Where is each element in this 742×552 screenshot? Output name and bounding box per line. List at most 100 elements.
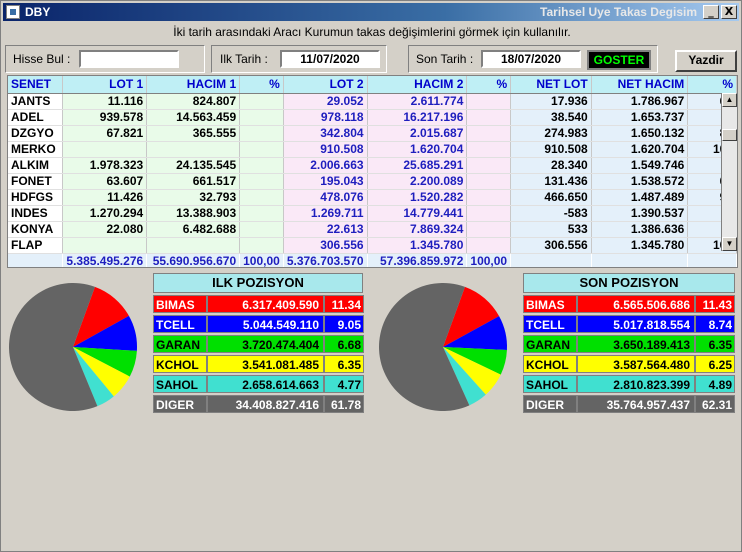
table-cell: 1.520.282: [367, 189, 468, 206]
table-cell: 22.613: [283, 221, 368, 238]
table-cell: 6.482.688: [146, 221, 241, 238]
table-row[interactable]: KONYA 22.080 6.482.688 22.613 7.869.324 533 1.…: [8, 221, 737, 238]
table-cell: 131.436: [510, 173, 592, 190]
column-header[interactable]: HACIM 1: [146, 76, 241, 94]
column-header[interactable]: NET HACIM: [591, 76, 689, 94]
total-cell: [591, 253, 689, 267]
table-row[interactable]: HDFGS 11.426 32.793 478.076 1.520.282 466.650…: [8, 189, 737, 206]
table-row[interactable]: JANTS 11.116 824.807 29.052 2.611.774 17.936 1…: [8, 93, 737, 110]
position-row: DIGER 35.764.957.437 62.31: [523, 395, 735, 413]
total-cell: 100,00: [239, 253, 284, 267]
position-percent: 61.78: [324, 395, 364, 413]
column-header[interactable]: SENET: [8, 76, 64, 94]
table-cell: [239, 157, 284, 174]
yazdir-button[interactable]: Yazdir: [675, 50, 737, 72]
table-cell: 32.793: [146, 189, 241, 206]
son-tarih-input[interactable]: 18/07/2020: [481, 50, 581, 68]
column-header[interactable]: %: [687, 76, 737, 94]
scroll-down-icon[interactable]: ▼: [722, 237, 737, 251]
scroll-thumb[interactable]: [722, 129, 737, 141]
ilk-pozisyon-title: ILK POZISYON: [153, 273, 363, 293]
table-cell: 824.807: [146, 93, 241, 110]
position-name: GARAN: [523, 335, 577, 353]
column-header[interactable]: %: [466, 76, 512, 94]
table-cell: FONET: [8, 173, 64, 190]
pie-slice-tcell: [73, 315, 137, 351]
scroll-up-icon[interactable]: ▲: [722, 93, 737, 107]
position-row: DIGER 34.408.827.416 61.78: [153, 395, 364, 413]
table-cell: 11.116: [62, 93, 148, 110]
ilk-tarih-input[interactable]: 11/07/2020: [280, 50, 380, 68]
table-cell: 1.345.780: [367, 237, 468, 254]
table-cell: [466, 157, 512, 174]
table-cell: [239, 189, 284, 206]
column-header[interactable]: %: [239, 76, 284, 94]
table-row[interactable]: INDES 1.270.294 13.388.903 1.269.711 14.779.…: [8, 205, 737, 222]
position-percent: 11.34: [324, 295, 364, 313]
table-cell: 2.006.663: [283, 157, 368, 174]
table-cell: 14.779.441: [367, 205, 468, 222]
position-value: 3.720.474.404: [207, 335, 324, 353]
position-percent: 6.35: [695, 335, 735, 353]
table-cell: [239, 205, 284, 222]
position-row: SAHOL 2.658.614.663 4.77: [153, 375, 364, 393]
position-name: KCHOL: [523, 355, 577, 373]
position-value: 35.764.957.437: [577, 395, 695, 413]
totals-row: 5.385.495.276 55.690.956.670 100,00 5.376.7…: [8, 253, 737, 267]
position-value: 34.408.827.416: [207, 395, 324, 413]
table-cell: 533: [510, 221, 592, 238]
table-cell: 1.653.737: [591, 109, 689, 126]
pie-slice-garan: [443, 347, 507, 375]
takas-data-table: SENET LOT 1 HACIM 1% LOT 2 HACIM 2% NET LOT NE…: [8, 76, 737, 267]
position-name: GARAN: [153, 335, 207, 353]
table-cell: JANTS: [8, 93, 64, 110]
table-cell: 13.388.903: [146, 205, 241, 222]
table-cell: 661.517: [146, 173, 241, 190]
hisse-input[interactable]: [79, 50, 179, 68]
ilk-tarih-group: [211, 45, 387, 73]
title-bar[interactable]: DBY Tarihsel Uye Takas Degisim _ X: [3, 3, 739, 21]
minimize-button[interactable]: _: [703, 5, 719, 19]
total-cell: [687, 253, 737, 267]
table-cell: 1.549.746: [591, 157, 689, 174]
close-button[interactable]: X: [721, 5, 737, 19]
total-cell: 5.376.703.570: [283, 253, 368, 267]
position-value: 5.017.818.554: [577, 315, 695, 333]
table-cell: 910.508: [510, 141, 592, 158]
table-cell: 17.936: [510, 93, 592, 110]
info-text: İki tarih arasındaki Aracı Kurumun takas…: [173, 25, 571, 39]
table-row[interactable]: FONET 63.607 661.517 195.043 2.200.089 131.43…: [8, 173, 737, 190]
table-cell: [466, 93, 512, 110]
position-name: KCHOL: [153, 355, 207, 373]
column-header[interactable]: HACIM 2: [367, 76, 468, 94]
column-header[interactable]: LOT 1: [62, 76, 148, 94]
position-row: KCHOL 3.541.081.485 6.35: [153, 355, 364, 373]
table-cell: [466, 221, 512, 238]
table-cell: 2.611.774: [367, 93, 468, 110]
table-row[interactable]: ADEL 939.578 14.563.459 978.118 16.217.196 38…: [8, 109, 737, 126]
table-cell: 11.426: [62, 189, 148, 206]
table-row[interactable]: ALKIM 1.978.323 24.135.545 2.006.663 25.685.…: [8, 157, 737, 174]
column-header[interactable]: LOT 2: [283, 76, 368, 94]
pie-slice-diger: [379, 283, 470, 411]
pie-slice-bimas: [73, 286, 129, 347]
table-cell: 478.076: [283, 189, 368, 206]
position-percent: 6.25: [695, 355, 735, 373]
position-row: BIMAS 6.565.506.686 11.43: [523, 295, 735, 313]
pie-slice-bimas: [443, 286, 500, 347]
position-value: 2.658.614.663: [207, 375, 324, 393]
table-cell: MERKO: [8, 141, 64, 158]
table-cell: [62, 141, 148, 158]
column-header[interactable]: NET LOT: [510, 76, 592, 94]
table-cell: 1.487.489: [591, 189, 689, 206]
position-name: TCELL: [523, 315, 577, 333]
position-row: GARAN 3.650.189.413 6.35: [523, 335, 735, 353]
table-cell: 25.685.291: [367, 157, 468, 174]
position-value: 6.565.506.686: [577, 295, 695, 313]
table-row[interactable]: DZGYO 67.821 365.555 342.804 2.015.687 274.98…: [8, 125, 737, 142]
goster-button[interactable]: GOSTER: [587, 50, 651, 70]
table-vertical-scrollbar[interactable]: ▲ ▼: [721, 93, 737, 251]
